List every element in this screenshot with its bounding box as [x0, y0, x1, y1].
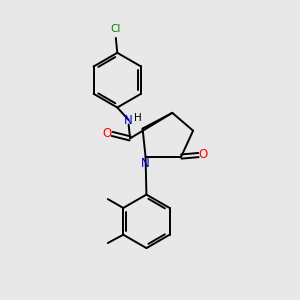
Text: O: O — [199, 148, 208, 161]
Text: N: N — [124, 114, 133, 127]
Text: N: N — [141, 157, 149, 169]
Text: Cl: Cl — [111, 24, 121, 34]
Text: H: H — [134, 113, 142, 124]
Text: O: O — [103, 127, 112, 140]
